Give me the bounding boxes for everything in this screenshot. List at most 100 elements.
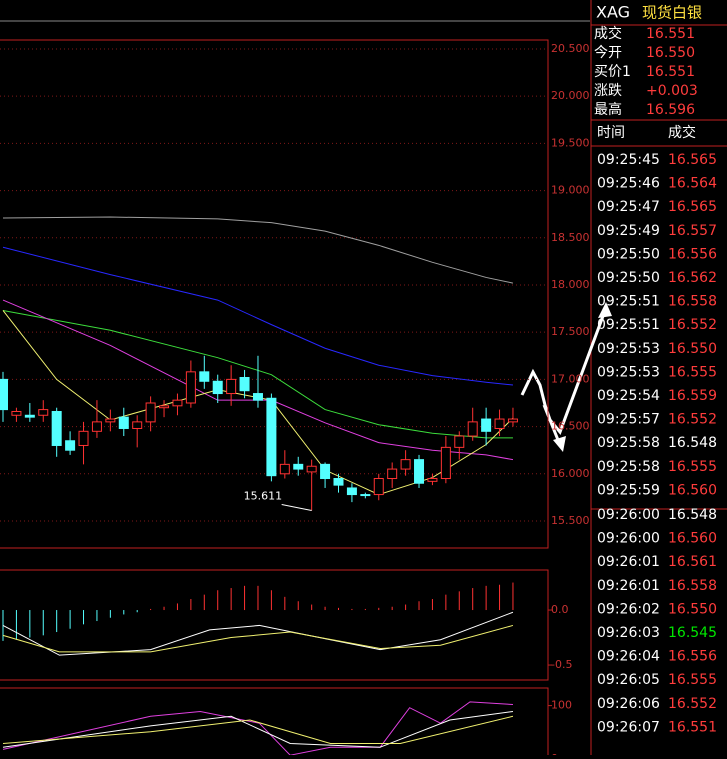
quote-value: 16.596 (646, 102, 695, 118)
tick-price: 16.548 (668, 507, 717, 523)
tick-price: 16.555 (668, 364, 717, 380)
candle-body (226, 378, 237, 395)
quote-value: 16.551 (646, 64, 695, 80)
candle-body (440, 446, 451, 480)
tick-price: 16.558 (668, 294, 717, 310)
tick-time: 09:26:01 (597, 578, 660, 594)
tick-price: 16.552 (668, 696, 717, 712)
tick-time: 09:25:54 (597, 388, 660, 404)
tick-time: 09:25:53 (597, 341, 660, 357)
tick-time: 09:26:07 (597, 719, 660, 735)
indicator-line (2, 246, 514, 386)
tick-price: 16.556 (668, 246, 717, 262)
candle-body (507, 418, 518, 423)
tick-price: 16.552 (668, 412, 717, 428)
tick-time: 09:25:59 (597, 482, 660, 498)
tick-price: 16.555 (668, 459, 717, 475)
quote-label: 买价1 (594, 64, 631, 80)
col-header: 时间 (597, 125, 625, 141)
y-tick-label: 100 (551, 699, 572, 712)
candle-body (199, 371, 210, 382)
plot-frame (0, 569, 549, 681)
quote-value: +0.003 (646, 83, 698, 99)
candle-body (454, 435, 465, 448)
candle-body (105, 418, 116, 423)
y-tick-label: 0.0 (551, 603, 569, 616)
candle-body (51, 410, 62, 446)
tick-price: 16.556 (668, 649, 717, 665)
symbol-name: 现货白银 (642, 4, 702, 22)
plot-frame (0, 687, 549, 755)
tick-price: 16.560 (668, 531, 717, 547)
candle-body (306, 465, 317, 473)
candle-body (494, 418, 505, 429)
y-tick-label: 16.500 (551, 420, 590, 433)
tick-price: 16.548 (668, 435, 717, 451)
tick-price: 16.551 (668, 719, 717, 735)
candle-body (387, 468, 398, 480)
tick-time: 09:25:46 (597, 176, 660, 192)
tick-price: 16.557 (668, 223, 717, 239)
tick-time: 09:25:57 (597, 412, 660, 428)
candle-body (65, 440, 76, 451)
tick-price: 16.555 (668, 672, 717, 688)
candle-body (467, 421, 478, 437)
arrow-head (553, 436, 566, 452)
tick-time: 09:25:49 (597, 223, 660, 239)
arrow-head (598, 302, 612, 318)
tick-price: 16.545 (668, 625, 717, 641)
quote-label: 最高 (594, 101, 622, 118)
tick-time: 09:26:05 (597, 672, 660, 688)
candle-body (414, 459, 425, 484)
plot-frame (0, 39, 549, 549)
tick-time: 09:26:06 (597, 696, 660, 712)
candle-body (159, 405, 170, 409)
indicator-line (2, 299, 514, 461)
candle-body (132, 421, 143, 429)
indicator-line (2, 216, 514, 284)
tick-price: 16.561 (668, 554, 717, 570)
indicator-line (2, 715, 514, 744)
arrow-annotation (542, 404, 562, 446)
candle-body (481, 418, 492, 432)
tick-price: 16.552 (668, 317, 717, 333)
tick-time: 09:26:01 (597, 554, 660, 570)
tick-time: 09:25:47 (597, 199, 660, 215)
candle-body (279, 463, 290, 475)
tick-time: 09:25:50 (597, 270, 660, 286)
tick-time: 09:25:51 (597, 317, 660, 333)
candle-body (346, 487, 357, 496)
low-marker (281, 504, 312, 512)
candle-body (11, 410, 22, 416)
tick-time: 09:25:51 (597, 294, 660, 310)
tick-time: 09:26:00 (597, 531, 660, 547)
quote-label: 成交 (594, 25, 622, 42)
candle-body (91, 421, 102, 432)
candle-body (427, 478, 438, 482)
tick-time: 09:26:00 (597, 507, 660, 523)
tick-price: 16.559 (668, 388, 717, 404)
tick-price: 16.565 (668, 152, 717, 168)
tick-price: 16.560 (668, 482, 717, 498)
candle-body (293, 463, 304, 470)
candle-body (145, 402, 156, 423)
indicator-line (2, 624, 514, 653)
candle-body (24, 414, 35, 418)
tick-time: 09:25:45 (597, 152, 660, 168)
quote-value: 16.550 (646, 45, 695, 61)
y-tick-label: 20.500 (551, 42, 590, 55)
tick-price: 16.562 (668, 270, 717, 286)
indicator-line (2, 710, 514, 748)
tick-price: 16.564 (668, 176, 717, 192)
candle-body (252, 393, 263, 401)
y-tick-label: 15.500 (551, 514, 590, 527)
candle-body (400, 459, 411, 470)
candle-body (373, 478, 384, 496)
quote-label: 今开 (594, 45, 622, 61)
y-tick-label: 20.000 (551, 89, 590, 102)
candle-body (266, 397, 277, 477)
candle-body (333, 478, 344, 486)
candle-body (78, 430, 89, 446)
indicator-line (2, 611, 514, 656)
